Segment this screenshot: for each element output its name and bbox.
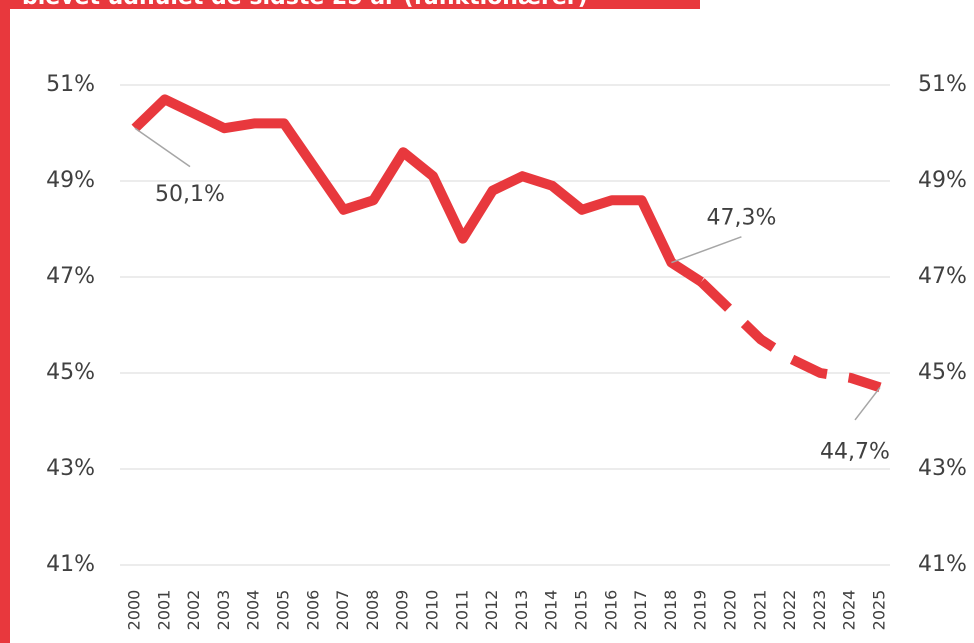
x-tick-label: 2024 bbox=[840, 590, 859, 631]
x-tick-label: 2002 bbox=[184, 590, 203, 631]
y2-tick-label: 43% bbox=[918, 456, 967, 481]
x-tick-label: 2006 bbox=[303, 590, 322, 631]
y-tick-label: 41% bbox=[46, 552, 95, 577]
y-tick-label: 43% bbox=[46, 456, 95, 481]
data-label: 44,7% bbox=[820, 439, 890, 464]
x-tick-label: 2022 bbox=[780, 590, 799, 631]
x-tick-label: 2016 bbox=[601, 590, 620, 631]
x-tick-label: 2018 bbox=[661, 590, 680, 631]
y2-tick-label: 49% bbox=[918, 168, 967, 193]
y-tick-label: 51% bbox=[46, 72, 95, 97]
x-tick-label: 2011 bbox=[452, 590, 471, 631]
leader-line bbox=[134, 127, 191, 168]
x-tick-label: 2023 bbox=[810, 590, 829, 631]
x-tick-label: 2017 bbox=[631, 590, 650, 631]
x-tick-label: 2021 bbox=[750, 590, 769, 631]
x-tick-label: 2007 bbox=[333, 590, 352, 631]
y2-tick-label: 41% bbox=[918, 552, 967, 577]
chart-title: blevet udhulet de sidste 25 år (funktion… bbox=[22, 0, 588, 10]
y2-tick-label: 47% bbox=[918, 264, 967, 289]
leader-line bbox=[671, 236, 742, 264]
x-tick-label: 2005 bbox=[274, 590, 293, 631]
x-tick-label: 2013 bbox=[512, 590, 531, 631]
x-tick-label: 2004 bbox=[244, 590, 263, 631]
y2-tick-label: 51% bbox=[918, 72, 967, 97]
title-bar bbox=[0, 0, 700, 9]
x-tick-label: 2000 bbox=[125, 590, 144, 631]
x-tick-label: 2020 bbox=[721, 590, 740, 631]
x-tick-label: 2001 bbox=[154, 590, 173, 631]
frame-left bbox=[0, 0, 10, 643]
series-line bbox=[131, 94, 704, 287]
x-tick-label: 2014 bbox=[542, 590, 561, 631]
leader-line bbox=[854, 386, 881, 421]
x-tick-label: 2008 bbox=[363, 590, 382, 631]
y-tick-label: 47% bbox=[46, 264, 95, 289]
x-tick-label: 2019 bbox=[691, 590, 710, 631]
data-label: 50,1% bbox=[155, 182, 225, 207]
series-line bbox=[697, 278, 882, 393]
y-tick-label: 49% bbox=[46, 168, 95, 193]
x-tick-label: 2010 bbox=[423, 590, 442, 631]
x-tick-label: 2003 bbox=[214, 590, 233, 631]
x-tick-label: 2025 bbox=[870, 590, 889, 631]
x-tick-label: 2012 bbox=[482, 590, 501, 631]
x-tick-label: 2009 bbox=[393, 590, 412, 631]
data-label: 47,3% bbox=[706, 206, 776, 231]
y2-tick-label: 45% bbox=[918, 360, 967, 385]
x-tick-label: 2015 bbox=[572, 590, 591, 631]
y-tick-label: 45% bbox=[46, 360, 95, 385]
